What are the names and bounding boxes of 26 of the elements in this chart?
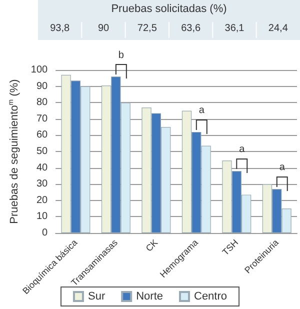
chart-title: Pruebas solicitadas (%) xyxy=(111,3,227,15)
legend-label: Norte xyxy=(136,290,164,302)
legend-label: Centro xyxy=(194,290,228,302)
y-tick-label: 10 xyxy=(36,211,48,222)
text: 93,8 xyxy=(50,23,70,34)
y-tick-label: 80 xyxy=(36,97,48,108)
y-tick-label: 0 xyxy=(42,228,48,238)
y-tick-label: 60 xyxy=(36,130,48,141)
text: 72,5 xyxy=(137,23,157,34)
annotation: a xyxy=(198,104,204,116)
y-tick-label: 90 xyxy=(36,80,48,92)
x-tick-label: CK xyxy=(144,237,160,254)
text: 90 xyxy=(98,23,110,34)
annotation: b xyxy=(118,50,124,61)
y-tick-label: 100 xyxy=(30,64,48,76)
text: 63,6 xyxy=(181,23,201,34)
text: 36,1 xyxy=(224,23,244,34)
text: 24,4 xyxy=(268,23,288,34)
annotation: a xyxy=(239,144,245,156)
legend-label: Sur xyxy=(88,290,106,302)
y-tick-label: 50 xyxy=(36,146,48,157)
y-tick-label: 40 xyxy=(36,162,48,174)
annotation: a xyxy=(279,162,285,173)
y-tick-label: 70 xyxy=(36,113,48,124)
y-tick-label: 20 xyxy=(36,194,48,206)
y-tick-label: 30 xyxy=(36,178,48,190)
